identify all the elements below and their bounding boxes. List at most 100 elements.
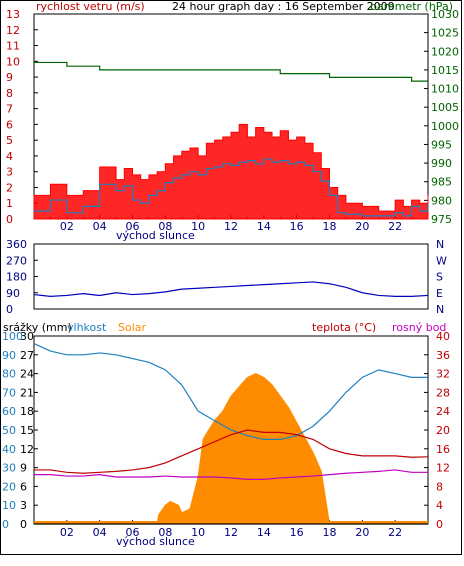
top-x-tick-label: 10 bbox=[191, 220, 205, 233]
direction-letter: W bbox=[436, 254, 447, 267]
temp-y-tick-label: 32 bbox=[436, 368, 450, 381]
top-x-tick-label: 12 bbox=[224, 220, 238, 233]
top-x-tick-label: 02 bbox=[60, 220, 74, 233]
legend-temperature: teplota (°C) bbox=[312, 321, 376, 334]
top-left-y-tick-label: 10 bbox=[6, 55, 20, 68]
wind-series bbox=[34, 158, 429, 217]
bottom-x-tick-label: 06 bbox=[126, 526, 140, 539]
top-x-tick-label: 16 bbox=[290, 220, 304, 233]
temp-y-tick-label: 24 bbox=[436, 405, 450, 418]
direction-y-tick-label: 180 bbox=[6, 271, 27, 284]
direction-series bbox=[33, 281, 429, 297]
temp-y-tick-label: 16 bbox=[436, 443, 450, 456]
top-left-y-tick-label: 7 bbox=[6, 103, 13, 116]
legend-humidity: vlhkost bbox=[67, 321, 107, 334]
direction-letter: S bbox=[436, 271, 443, 284]
temp-y-tick-label: 12 bbox=[436, 462, 450, 475]
direction-y-tick-label: 270 bbox=[6, 254, 27, 267]
bottom-x-tick-label: 14 bbox=[257, 526, 271, 539]
rain-y-tick-label: 3 bbox=[20, 499, 27, 512]
top-right-y-tick-label: 995 bbox=[431, 138, 452, 151]
bottom-x-tick-label: 02 bbox=[60, 526, 74, 539]
legend-solar: Solar bbox=[118, 321, 147, 334]
top-left-y-tick-label: 9 bbox=[6, 71, 13, 84]
top-sunrise-label: východ slunce bbox=[116, 229, 195, 242]
top-left-y-tick-label: 4 bbox=[6, 150, 13, 163]
humidity-y-tick-label: 80 bbox=[2, 368, 16, 381]
top-right-y-tick-label: 1030 bbox=[431, 8, 459, 21]
top-left-y-tick-label: 1 bbox=[6, 197, 13, 210]
bottom-x-tick-label: 18 bbox=[323, 526, 337, 539]
rain-y-tick-label: 12 bbox=[20, 443, 34, 456]
legend-rain: srážky (mm) bbox=[3, 321, 72, 334]
top-x-tick-label: 22 bbox=[388, 220, 402, 233]
pressure-series bbox=[34, 61, 428, 82]
top-left-label: rychlost vetru (m/s) bbox=[36, 0, 145, 13]
rain-y-tick-label: 21 bbox=[20, 386, 34, 399]
top-left-y-tick-label: 5 bbox=[6, 134, 13, 147]
rain-y-tick-label: 30 bbox=[20, 330, 34, 343]
top-right-y-tick-label: 1020 bbox=[431, 45, 459, 58]
bottom-x-tick-label: 12 bbox=[224, 526, 238, 539]
top-x-tick-label: 18 bbox=[323, 220, 337, 233]
top-left-y-tick-label: 2 bbox=[6, 181, 13, 194]
top-right-y-tick-label: 1025 bbox=[431, 27, 459, 40]
direction-letter: E bbox=[436, 287, 443, 300]
gust-series bbox=[33, 123, 429, 220]
humidity-y-tick-label: 100 bbox=[2, 330, 23, 343]
rain-y-tick-label: 27 bbox=[20, 349, 34, 362]
direction-y-tick-label: 0 bbox=[6, 303, 13, 316]
top-left-y-tick-label: 3 bbox=[6, 166, 13, 179]
direction-plot-area bbox=[33, 243, 429, 310]
top-right-y-tick-label: 1015 bbox=[431, 64, 459, 77]
humidity-y-tick-label: 40 bbox=[2, 443, 16, 456]
temp-y-tick-label: 4 bbox=[436, 499, 443, 512]
temp-y-tick-label: 20 bbox=[436, 424, 450, 437]
top-right-y-tick-label: 1010 bbox=[431, 83, 459, 96]
chart-frame bbox=[0, 0, 462, 555]
temperature-series bbox=[34, 429, 429, 474]
top-left-y-tick-label: 8 bbox=[6, 87, 13, 100]
bottom-x-tick-label: 16 bbox=[290, 526, 304, 539]
top-x-tick-label: 08 bbox=[158, 220, 172, 233]
legend-dewpoint: rosný bod bbox=[392, 321, 446, 334]
top-x-tick-label: 20 bbox=[355, 220, 369, 233]
humidity-y-tick-label: 50 bbox=[2, 424, 16, 437]
temp-y-tick-label: 40 bbox=[436, 330, 450, 343]
bottom-x-tick-label: 20 bbox=[355, 526, 369, 539]
bottom-x-tick-label: 08 bbox=[158, 526, 172, 539]
rain-y-tick-label: 24 bbox=[20, 368, 34, 381]
bottom-sunrise-label: východ slunce bbox=[116, 535, 195, 548]
rain-y-tick-label: 9 bbox=[20, 462, 27, 475]
rain-y-tick-label: 6 bbox=[20, 480, 27, 493]
top-left-y-tick-label: 13 bbox=[6, 8, 20, 21]
temp-y-tick-label: 0 bbox=[436, 518, 443, 531]
top-right-y-tick-label: 1005 bbox=[431, 101, 459, 114]
humidity-y-tick-label: 90 bbox=[2, 349, 16, 362]
rain-y-tick-label: 0 bbox=[20, 518, 27, 531]
dewpoint-series bbox=[34, 469, 428, 480]
top-right-y-tick-label: 1000 bbox=[431, 120, 459, 133]
solar-baseline bbox=[34, 521, 428, 524]
humidity-series bbox=[33, 342, 428, 440]
humidity-y-tick-label: 30 bbox=[2, 462, 16, 475]
top-left-y-tick-label: 11 bbox=[6, 40, 20, 53]
top-right-y-tick-label: 980 bbox=[431, 194, 452, 207]
direction-y-tick-label: 360 bbox=[6, 238, 27, 251]
top-right-y-tick-label: 985 bbox=[431, 176, 452, 189]
humidity-y-tick-label: 0 bbox=[2, 518, 9, 531]
top-left-y-tick-label: 6 bbox=[6, 118, 13, 131]
bottom-x-tick-label: 22 bbox=[388, 526, 402, 539]
top-left-y-tick-label: 12 bbox=[6, 24, 20, 37]
rain-y-tick-label: 18 bbox=[20, 405, 34, 418]
humidity-y-tick-label: 60 bbox=[2, 405, 16, 418]
solar-series bbox=[34, 373, 428, 525]
top-title: 24 hour graph day : 16 September 2009 bbox=[172, 0, 395, 13]
top-right-label: barometr (hPa) bbox=[370, 0, 453, 13]
temp-y-tick-label: 28 bbox=[436, 386, 450, 399]
top-left-y-tick-label: 0 bbox=[6, 213, 13, 226]
bottom-x-tick-label: 10 bbox=[191, 526, 205, 539]
humidity-y-tick-label: 20 bbox=[2, 480, 16, 493]
